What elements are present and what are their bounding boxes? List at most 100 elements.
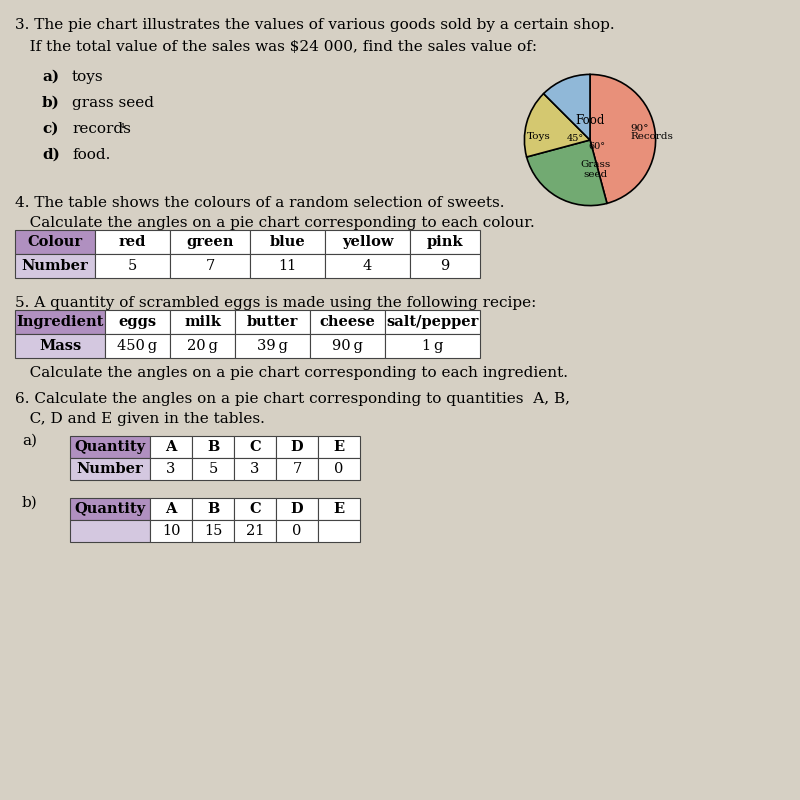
Text: green: green: [186, 235, 234, 249]
Text: C, D and E given in the tables.: C, D and E given in the tables.: [15, 412, 265, 426]
Text: D: D: [290, 502, 303, 516]
FancyBboxPatch shape: [318, 498, 360, 520]
Text: 90 g: 90 g: [332, 339, 363, 353]
Text: 5: 5: [208, 462, 218, 476]
Text: 4: 4: [363, 259, 372, 273]
FancyBboxPatch shape: [325, 230, 410, 254]
Text: B: B: [207, 502, 219, 516]
FancyBboxPatch shape: [410, 254, 480, 278]
FancyBboxPatch shape: [310, 334, 385, 358]
Text: grass seed: grass seed: [72, 96, 154, 110]
FancyBboxPatch shape: [192, 436, 234, 458]
Text: 45°: 45°: [567, 134, 584, 143]
Text: seed: seed: [583, 170, 607, 178]
FancyBboxPatch shape: [15, 254, 95, 278]
Text: blue: blue: [270, 235, 306, 249]
FancyBboxPatch shape: [150, 498, 192, 520]
FancyBboxPatch shape: [95, 254, 170, 278]
FancyBboxPatch shape: [70, 458, 150, 480]
Text: 39 g: 39 g: [257, 339, 288, 353]
Wedge shape: [525, 94, 590, 157]
Text: Grass: Grass: [580, 161, 610, 170]
FancyBboxPatch shape: [15, 334, 105, 358]
FancyBboxPatch shape: [70, 436, 150, 458]
FancyBboxPatch shape: [234, 458, 276, 480]
FancyBboxPatch shape: [150, 520, 192, 542]
FancyBboxPatch shape: [192, 498, 234, 520]
Text: Calculate the angles on a pie chart corresponding to each colour.: Calculate the angles on a pie chart corr…: [15, 216, 534, 230]
FancyBboxPatch shape: [105, 310, 170, 334]
Text: Toys: Toys: [527, 131, 550, 141]
Text: c): c): [42, 122, 58, 136]
Text: 5. A quantity of scrambled eggs is made using the following recipe:: 5. A quantity of scrambled eggs is made …: [15, 296, 536, 310]
Text: b): b): [42, 96, 60, 110]
FancyBboxPatch shape: [385, 310, 480, 334]
FancyBboxPatch shape: [170, 310, 235, 334]
Text: Records: Records: [630, 131, 674, 141]
Text: A: A: [166, 440, 177, 454]
Text: salt/pepper: salt/pepper: [386, 315, 478, 329]
Text: milk: milk: [184, 315, 221, 329]
Text: If the total value of the sales was $24 000, find the sales value of:: If the total value of the sales was $24 …: [15, 40, 537, 54]
FancyBboxPatch shape: [15, 230, 95, 254]
Text: 21: 21: [246, 524, 264, 538]
Text: records: records: [72, 122, 131, 136]
Text: eggs: eggs: [118, 315, 157, 329]
FancyBboxPatch shape: [276, 436, 318, 458]
Text: pink: pink: [426, 235, 463, 249]
FancyBboxPatch shape: [150, 436, 192, 458]
FancyBboxPatch shape: [276, 498, 318, 520]
Text: Number: Number: [77, 462, 143, 476]
FancyBboxPatch shape: [318, 436, 360, 458]
Text: yellow: yellow: [342, 235, 394, 249]
FancyBboxPatch shape: [95, 230, 170, 254]
Text: E: E: [334, 502, 345, 516]
Text: 60°: 60°: [588, 142, 605, 151]
Text: 3: 3: [166, 462, 176, 476]
FancyBboxPatch shape: [70, 520, 150, 542]
Text: Ingredient: Ingredient: [16, 315, 104, 329]
Text: b): b): [22, 496, 38, 510]
FancyBboxPatch shape: [410, 230, 480, 254]
Text: 450 g: 450 g: [118, 339, 158, 353]
Text: Colour: Colour: [27, 235, 82, 249]
Text: 15: 15: [204, 524, 222, 538]
Text: 5: 5: [128, 259, 137, 273]
Text: 0: 0: [292, 524, 302, 538]
Text: 3. The pie chart illustrates the values of various goods sold by a certain shop.: 3. The pie chart illustrates the values …: [15, 18, 614, 32]
FancyBboxPatch shape: [234, 520, 276, 542]
FancyBboxPatch shape: [318, 458, 360, 480]
FancyBboxPatch shape: [192, 458, 234, 480]
Text: Number: Number: [22, 259, 88, 273]
FancyBboxPatch shape: [250, 230, 325, 254]
Text: 90°: 90°: [630, 124, 649, 133]
Text: 6. Calculate the angles on a pie chart corresponding to quantities  A, B,: 6. Calculate the angles on a pie chart c…: [15, 392, 570, 406]
Text: Mass: Mass: [39, 339, 81, 353]
FancyBboxPatch shape: [235, 334, 310, 358]
Text: cheese: cheese: [319, 315, 375, 329]
Text: ₄: ₄: [119, 118, 125, 131]
Text: E: E: [334, 440, 345, 454]
FancyBboxPatch shape: [325, 254, 410, 278]
FancyBboxPatch shape: [234, 498, 276, 520]
Wedge shape: [526, 140, 607, 206]
Wedge shape: [590, 74, 655, 203]
Text: food.: food.: [72, 148, 110, 162]
FancyBboxPatch shape: [170, 230, 250, 254]
Text: 4. The table shows the colours of a random selection of sweets.: 4. The table shows the colours of a rand…: [15, 196, 505, 210]
Text: red: red: [119, 235, 146, 249]
Text: Quantity: Quantity: [74, 502, 146, 516]
Wedge shape: [544, 74, 590, 140]
Text: toys: toys: [72, 70, 104, 84]
FancyBboxPatch shape: [310, 310, 385, 334]
Text: 3: 3: [250, 462, 260, 476]
FancyBboxPatch shape: [170, 254, 250, 278]
Text: 9: 9: [440, 259, 450, 273]
Text: C: C: [249, 440, 261, 454]
FancyBboxPatch shape: [70, 498, 150, 520]
Text: a): a): [22, 434, 37, 448]
Text: 1 g: 1 g: [422, 339, 443, 353]
Text: d): d): [42, 148, 60, 162]
Text: 11: 11: [278, 259, 297, 273]
FancyBboxPatch shape: [235, 310, 310, 334]
